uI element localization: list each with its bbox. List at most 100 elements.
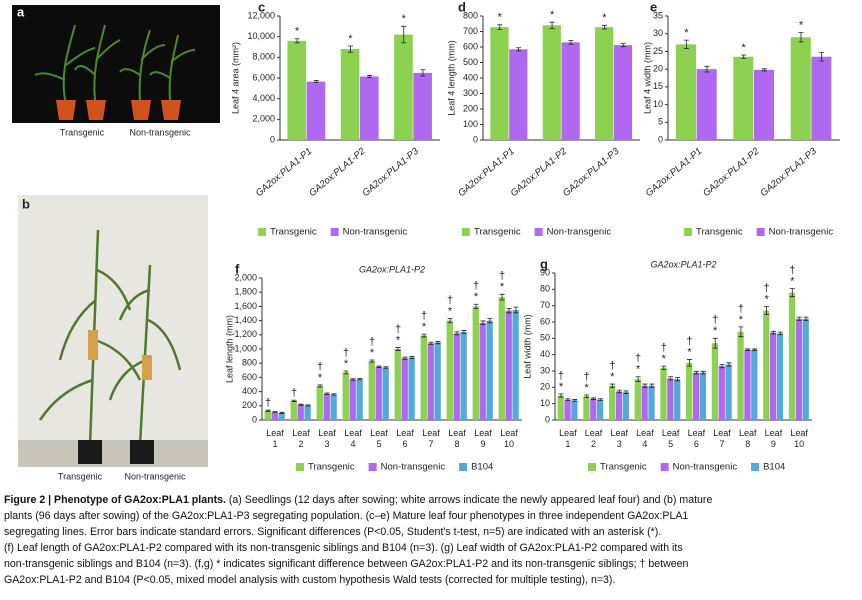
error-bar	[661, 365, 667, 370]
significance-marker: *	[500, 281, 505, 293]
error-bar	[473, 303, 479, 309]
error-bar	[719, 364, 725, 369]
y-tick-label: 1,400	[234, 315, 257, 325]
error-bar	[272, 411, 278, 414]
significance-marker: †	[738, 303, 744, 315]
y-tick-label: 30	[540, 365, 550, 375]
error-bar	[305, 404, 311, 407]
y-tick-label: 1,800	[234, 287, 257, 297]
error-bar	[497, 24, 503, 30]
bar	[613, 45, 633, 140]
error-bar	[357, 378, 363, 381]
y-tick-label: 300	[463, 88, 478, 98]
significance-marker: †	[317, 361, 323, 373]
significance-marker: *	[370, 347, 375, 359]
bar	[453, 333, 460, 420]
significance-marker: *	[448, 305, 453, 317]
bar	[401, 358, 408, 420]
y-tick-label: 700	[463, 26, 478, 36]
bar	[486, 320, 493, 420]
error-bar	[635, 376, 641, 383]
error-bar	[601, 24, 607, 30]
bar	[297, 404, 304, 420]
bar	[340, 49, 360, 140]
y-tick-label: 0	[545, 414, 550, 424]
error-bar	[402, 356, 408, 360]
y-tick-label: 0	[658, 134, 663, 144]
bar	[368, 361, 375, 420]
y-tick-label: 10,000	[247, 31, 275, 41]
pots	[56, 100, 181, 120]
y-tick-label: 0	[270, 134, 275, 144]
error-bar	[454, 331, 460, 336]
x-tick-label: GA2ox:PLA1-P3	[758, 145, 819, 199]
error-bar	[741, 54, 747, 59]
error-bar	[609, 383, 615, 388]
error-bar	[265, 409, 271, 412]
bar	[754, 69, 775, 140]
error-bar	[675, 377, 681, 382]
y-tick-label: 80	[540, 284, 550, 294]
bar	[509, 49, 528, 141]
y-tick-label: 0	[252, 414, 257, 424]
significance-marker: *	[713, 325, 718, 337]
bar	[699, 372, 707, 420]
error-bar	[487, 318, 493, 324]
bar	[622, 392, 629, 420]
y-tick-label: 10	[653, 99, 663, 109]
significance-marker: *	[602, 12, 607, 24]
y-tick-label: 6,000	[252, 72, 275, 82]
x-tick-label: Leaf 6	[687, 428, 706, 449]
ear	[142, 355, 152, 380]
bar	[271, 412, 278, 420]
x-tick-label: Leaf 8	[448, 428, 466, 449]
error-bar	[693, 370, 699, 375]
error-bar	[803, 316, 809, 321]
bar	[290, 400, 297, 420]
figure-caption: Figure 2 | Phenotype of GA2ox:PLA1 plant…	[4, 492, 860, 588]
legend-swatch	[684, 228, 692, 236]
y-tick-label: 200	[463, 103, 478, 113]
significance-marker: *	[799, 20, 804, 32]
y-tick-label: 200	[242, 400, 257, 410]
error-bar	[745, 348, 751, 351]
error-bar	[506, 308, 512, 314]
y-tick-label: 12,000	[247, 10, 275, 20]
error-bar	[350, 378, 356, 381]
photo-floor	[18, 440, 208, 467]
bar	[802, 318, 809, 420]
error-bar	[591, 397, 597, 400]
error-bar	[499, 293, 505, 301]
bar	[608, 385, 616, 420]
bar	[615, 391, 623, 420]
pot	[78, 440, 102, 464]
significance-marker: †	[635, 353, 641, 365]
bar	[505, 310, 512, 420]
legend-label: Non-transgenic	[769, 227, 834, 238]
bar	[394, 34, 413, 140]
x-tick-label: Leaf 1	[559, 428, 577, 449]
error-bar	[777, 331, 783, 336]
x-tick-label: Leaf 9	[474, 428, 492, 449]
bar	[446, 320, 453, 420]
significance-marker: †	[343, 347, 349, 359]
x-tick-label: Leaf 4	[636, 428, 654, 449]
x-tick-label: Leaf 1	[266, 428, 284, 449]
significance-marker: *	[344, 358, 349, 370]
error-bar	[623, 390, 629, 394]
photo-b	[18, 195, 208, 467]
significance-marker: *	[348, 33, 353, 45]
legend-swatch	[296, 463, 304, 471]
caption-line: GA2ox:PLA1-P2 and B104 (P<0.05, mixed mo…	[4, 574, 616, 586]
caption-title: Figure 2 | Phenotype of GA2ox:PLA1 plant…	[4, 494, 226, 506]
error-bar	[686, 359, 692, 367]
x-tick-label: Leaf 3	[610, 428, 629, 449]
bar	[596, 399, 604, 420]
error-bar	[480, 320, 486, 325]
y-axis-label: Leaf width (mm)	[522, 314, 532, 379]
y-tick-label: 500	[463, 57, 478, 67]
bar	[660, 367, 667, 420]
bar	[718, 366, 725, 420]
photo-a	[12, 5, 220, 123]
x-tick-label: GA2ox:PLA1-P1	[644, 146, 704, 199]
